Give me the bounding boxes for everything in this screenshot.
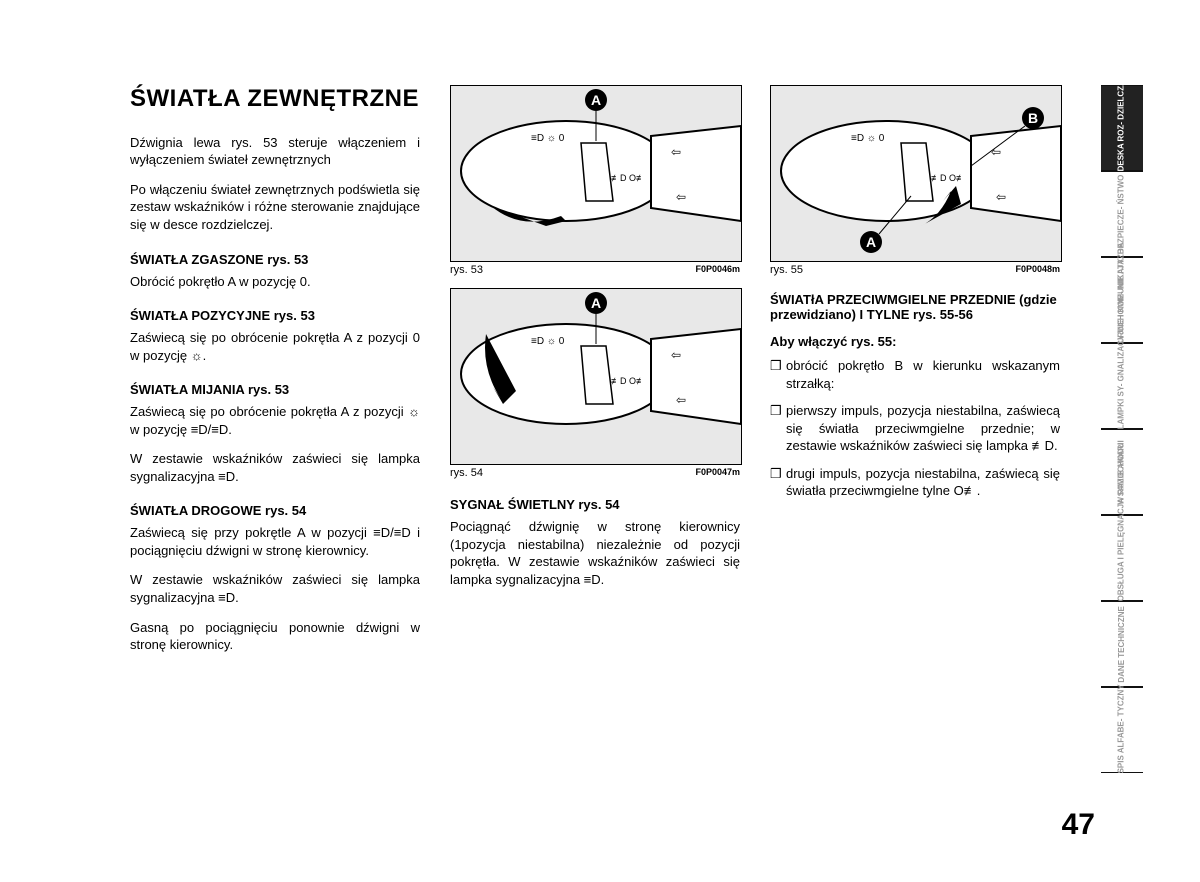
column-2: ≡D ☼ 0 ≢D O≢ ⇦ ⇦ A rys. 53 F0P0046m [450, 85, 740, 666]
section-body: Gasną po pociągnięciu ponownie dźwigni w… [130, 619, 420, 654]
svg-text:A: A [591, 92, 601, 108]
figure-caption: rys. 55 F0P0048m [770, 264, 1060, 276]
column-3: ≡D ☼ 0 ≢D O≢ ⇦ ⇦ A B rys. 55 F0P0048m ŚW… [770, 85, 1060, 666]
page-number: 47 [1062, 808, 1095, 842]
tab-dashboard[interactable]: DESKA ROZ- DZIELCZA I STE- ROWANIAI [1101, 85, 1143, 171]
bullet-item: ❒ drugi impuls, pozycja niestabilna, zaś… [770, 465, 1060, 500]
section-body: W zestawie wskaźników zaświeci się lampk… [130, 571, 420, 606]
svg-text:⇦: ⇦ [996, 190, 1006, 204]
stalk-diagram-icon: ≡D ☼ 0 ≢D O≢ ⇦ ⇦ A [451, 289, 741, 464]
column-1: ŚWIATŁA ZEWNĘTRZNE Dźwignia lewa rys. 53… [130, 85, 420, 666]
svg-text:⇦: ⇦ [676, 393, 686, 407]
page-title: ŚWIATŁA ZEWNĘTRZNE [130, 85, 420, 114]
svg-text:≡D ☼ 0: ≡D ☼ 0 [531, 133, 565, 144]
bullet-text: pierwszy impuls, pozycja niestabilna, za… [786, 402, 1060, 455]
intro-paragraph-1: Dźwignia lewa rys. 53 steruje włączeniem… [130, 134, 420, 169]
tab-technical[interactable]: DANE TECHNICZNE [1101, 601, 1143, 687]
section-head-position-lights: ŚWIATŁA POZYCYJNE rys. 53 [130, 308, 420, 323]
section-head-lights-off: ŚWIATŁA ZGASZONE rys. 53 [130, 252, 420, 267]
figure-code: F0P0047m [695, 467, 740, 479]
sub-heading: Aby włączyć rys. 55: [770, 334, 1060, 349]
section-body: Zaświecą się po obrócenie pokrętła A z p… [130, 329, 420, 364]
tab-maintenance[interactable]: OBSŁUGA I PIELĘGNACJA SAMOCHODU [1101, 515, 1143, 601]
section-body: W zestawie wskaźników zaświeci się lampk… [130, 450, 420, 485]
section-body: Zaświecą się przy pokrętle A w pozycji ≡… [130, 524, 420, 559]
svg-text:≡D ☼ 0: ≡D ☼ 0 [851, 133, 885, 144]
figure-53: ≡D ☼ 0 ≢D O≢ ⇦ ⇦ A [450, 85, 742, 262]
stalk-diagram-icon: ≡D ☼ 0 ≢D O≢ ⇦ ⇦ A [451, 86, 741, 261]
svg-text:A: A [591, 295, 601, 311]
section-body: Obrócić pokrętło A w pozycję 0. [130, 273, 420, 291]
section-head-high-beam: ŚWIATŁA DROGOWE rys. 54 [130, 503, 420, 518]
bullet-text: drugi impuls, pozycja niestabilna, zaświ… [786, 465, 1060, 500]
bullet-item: ❒ pierwszy impuls, pozycja niestabilna, … [770, 402, 1060, 455]
svg-text:A: A [866, 234, 876, 250]
bullet-item: ❒ obrócić pokrętło B w kierunku wskazany… [770, 357, 1060, 392]
stalk-diagram-icon: ≡D ☼ 0 ≢D O≢ ⇦ ⇦ A B [771, 86, 1061, 261]
svg-text:B: B [1028, 110, 1038, 126]
svg-text:⇦: ⇦ [671, 145, 681, 159]
section-body: Pociągnąć dźwignię w stronę kierownicy (… [450, 518, 740, 588]
figure-number: rys. 54 [450, 467, 483, 479]
content-columns: ŚWIATŁA ZEWNĘTRZNE Dźwignia lewa rys. 53… [130, 85, 1140, 666]
figure-caption: rys. 54 F0P0047m [450, 467, 740, 479]
sidebar-tabs: DESKA ROZ- DZIELCZA I STE- ROWANIAI BEZP… [1101, 85, 1143, 773]
bullet-icon: ❒ [770, 402, 786, 455]
figure-number: rys. 55 [770, 264, 803, 276]
bullet-icon: ❒ [770, 465, 786, 500]
section-body: Zaświecą się po obrócenie pokrętła A z p… [130, 403, 420, 438]
svg-text:⇦: ⇦ [671, 348, 681, 362]
section-head-light-signal: SYGNAŁ ŚWIETLNY rys. 54 [450, 497, 740, 512]
manual-page: ŚWIATŁA ZEWNĘTRZNE Dźwignia lewa rys. 53… [0, 0, 1200, 882]
svg-text:≢D O≢: ≢D O≢ [611, 376, 645, 386]
svg-text:⇦: ⇦ [676, 190, 686, 204]
svg-text:≡D ☼ 0: ≡D ☼ 0 [531, 336, 565, 347]
section-head-low-beam: ŚWIATŁA MIJANIA rys. 53 [130, 382, 420, 397]
svg-text:≢D O≢: ≢D O≢ [931, 173, 965, 183]
figure-code: F0P0046m [695, 264, 740, 276]
figure-55: ≡D ☼ 0 ≢D O≢ ⇦ ⇦ A B [770, 85, 1062, 262]
figure-54: ≡D ☼ 0 ≢D O≢ ⇦ ⇦ A [450, 288, 742, 465]
figure-number: rys. 53 [450, 264, 483, 276]
intro-paragraph-2: Po włączeniu świateł zewnętrznych podświ… [130, 181, 420, 234]
svg-text:≢D O≢: ≢D O≢ [611, 173, 645, 183]
bullet-text: obrócić pokrętło B w kierunku wskazanym … [786, 357, 1060, 392]
figure-caption: rys. 53 F0P0046m [450, 264, 740, 276]
tab-index[interactable]: SPIS ALFABE- TYCZNY [1101, 687, 1143, 773]
bullet-icon: ❒ [770, 357, 786, 392]
figure-code: F0P0048m [1015, 264, 1060, 276]
section-head-fog-lights: ŚWIATłA PRZECIWMGIELNE PRZEDNIE (gdzie p… [770, 292, 1060, 322]
tab-warning-lights[interactable]: LAMPKI SY- GNALIZACYJNE I KOMUNIKATY [1101, 343, 1143, 429]
